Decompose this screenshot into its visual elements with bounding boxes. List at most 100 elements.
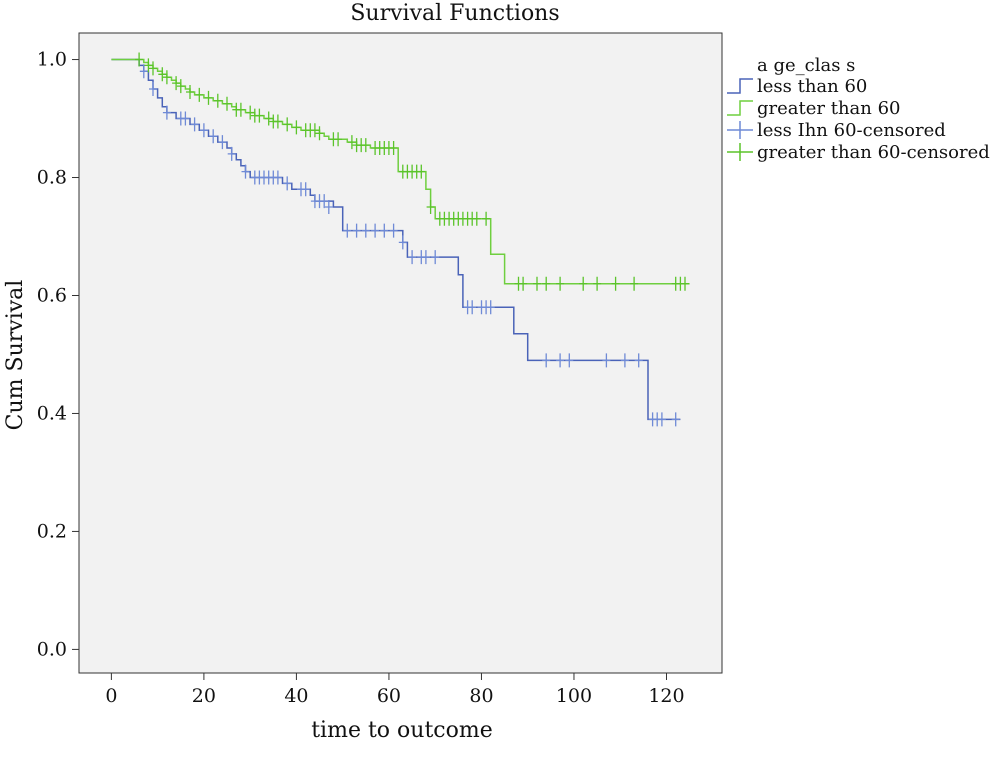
censor-mark-less-than-60 — [468, 300, 477, 315]
x-tick-label: 60 — [377, 685, 401, 707]
censor-mark-less-than-60 — [556, 353, 565, 368]
legend-swatch-greater-60-censored — [727, 143, 753, 161]
censor-mark-less-than-60 — [283, 176, 292, 191]
censor-mark-less-than-60 — [620, 353, 629, 368]
censor-mark-greater-than-60 — [195, 87, 204, 102]
censor-mark-greater-than-60 — [556, 276, 565, 291]
censor-mark-greater-than-60 — [417, 164, 426, 179]
y-axis: 0.0 0.2 0.4 0.6 0.8 1.0 — [37, 49, 79, 660]
x-tick-label: 100 — [556, 685, 592, 707]
censor-mark-less-than-60 — [218, 135, 227, 150]
legend-swatch-greater-than-60 — [727, 100, 753, 116]
legend-entry: less Ihn 60-censored — [757, 120, 946, 141]
y-tick-label: 0.0 — [37, 638, 67, 660]
censor-mark-less-than-60 — [324, 200, 333, 214]
x-tick-label: 0 — [105, 685, 117, 707]
censor-mark-greater-than-60 — [315, 126, 324, 141]
censor-mark-greater-than-60 — [176, 79, 185, 94]
censor-mark-less-than-60 — [565, 353, 574, 368]
censor-mark-less-than-60 — [657, 412, 666, 427]
censor-mark-greater-than-60 — [255, 108, 264, 123]
censor-mark-less-than-60 — [398, 235, 407, 250]
y-tick-label: 0.8 — [37, 167, 67, 189]
censor-mark-greater-than-60 — [533, 276, 541, 291]
y-tick-label: 0.6 — [37, 284, 67, 306]
censor-mark-less-than-60 — [431, 250, 440, 265]
censor-mark-less-than-60 — [352, 223, 361, 238]
legend-entry: less than 60 — [757, 76, 867, 97]
censor-mark-greater-than-60 — [334, 132, 343, 147]
censor-mark-greater-than-60 — [611, 276, 620, 291]
legend-swatch-less-than-60 — [727, 78, 753, 94]
censor-mark-less-than-60 — [181, 111, 190, 126]
x-tick-label: 80 — [469, 685, 493, 707]
legend-swatch-less-60-censored — [727, 121, 753, 139]
y-tick-label: 0.4 — [37, 402, 67, 424]
censor-mark-less-than-60 — [139, 64, 148, 79]
legend-title: a ge_clas s — [757, 55, 855, 76]
censor-mark-greater-than-60 — [482, 211, 491, 226]
legend-entry: greater than 60-censored — [757, 142, 990, 163]
censor-mark-greater-than-60 — [593, 276, 602, 291]
censor-mark-less-than-60 — [361, 223, 370, 238]
censor-mark-greater-than-60 — [246, 105, 255, 120]
x-tick-label: 40 — [284, 685, 308, 707]
censor-mark-greater-than-60 — [579, 276, 588, 291]
censor-mark-less-than-60 — [380, 223, 389, 238]
censor-mark-less-than-60 — [190, 117, 199, 132]
censor-mark-less-than-60 — [634, 353, 643, 368]
censor-mark-less-than-60 — [199, 123, 208, 138]
censor-mark-greater-than-60 — [542, 276, 551, 291]
y-tick-label: 0.2 — [37, 520, 67, 542]
censor-mark-greater-than-60 — [186, 85, 194, 99]
censor-mark-less-than-60 — [320, 194, 329, 209]
censor-mark-greater-than-60 — [389, 141, 398, 155]
censor-mark-greater-than-60 — [135, 52, 144, 67]
censor-mark-less-than-60 — [227, 146, 236, 161]
censor-mark-less-than-60 — [371, 223, 380, 238]
censor-mark-greater-than-60 — [144, 58, 153, 73]
censor-mark-less-than-60 — [486, 300, 495, 315]
legend-entry: greater than 60 — [757, 98, 901, 119]
censor-mark-less-than-60 — [542, 353, 551, 368]
censor-mark-greater-than-60 — [172, 76, 181, 91]
censor-mark-less-than-60 — [273, 170, 282, 185]
censor-mark-greater-than-60 — [283, 117, 292, 132]
y-tick-label: 1.0 — [37, 49, 67, 71]
censor-mark-less-than-60 — [149, 82, 157, 96]
censor-mark-less-than-60 — [241, 164, 250, 179]
censor-mark-greater-than-60 — [426, 200, 435, 214]
censor-mark-less-than-60 — [301, 182, 310, 197]
censor-mark-greater-than-60 — [519, 276, 528, 291]
censor-mark-greater-than-60 — [681, 276, 689, 291]
y-axis-label: Cum Survival — [3, 280, 28, 431]
censor-mark-less-than-60 — [671, 412, 680, 427]
censor-mark-greater-than-60 — [236, 102, 245, 117]
series-layer — [111, 52, 690, 427]
x-axis-label: time to outcome — [311, 718, 493, 743]
censor-mark-greater-than-60 — [213, 93, 222, 108]
censor-mark-greater-than-60 — [149, 61, 157, 76]
chart-title: Survival Functions — [350, 1, 559, 26]
censor-mark-greater-than-60 — [630, 276, 639, 291]
plot-area — [78, 32, 723, 674]
censor-mark-less-than-60 — [408, 250, 417, 265]
censor-mark-less-than-60 — [389, 223, 398, 238]
censor-mark-greater-than-60 — [158, 67, 167, 82]
x-axis: 0 20 40 60 80 100 120 — [105, 673, 685, 707]
censor-mark-greater-than-60 — [162, 70, 171, 85]
censor-mark-greater-than-60 — [292, 120, 301, 135]
censor-mark-greater-than-60 — [273, 114, 282, 129]
censor-mark-greater-than-60 — [264, 111, 273, 126]
censor-mark-greater-than-60 — [347, 135, 356, 150]
censor-mark-greater-than-60 — [223, 96, 231, 111]
censor-mark-less-than-60 — [209, 129, 218, 144]
x-tick-label: 120 — [648, 685, 684, 707]
censor-mark-greater-than-60 — [361, 138, 370, 153]
censor-mark-greater-than-60 — [472, 211, 481, 226]
x-tick-label: 20 — [192, 685, 216, 707]
censor-mark-less-than-60 — [162, 105, 171, 120]
censor-mark-greater-than-60 — [310, 123, 319, 138]
